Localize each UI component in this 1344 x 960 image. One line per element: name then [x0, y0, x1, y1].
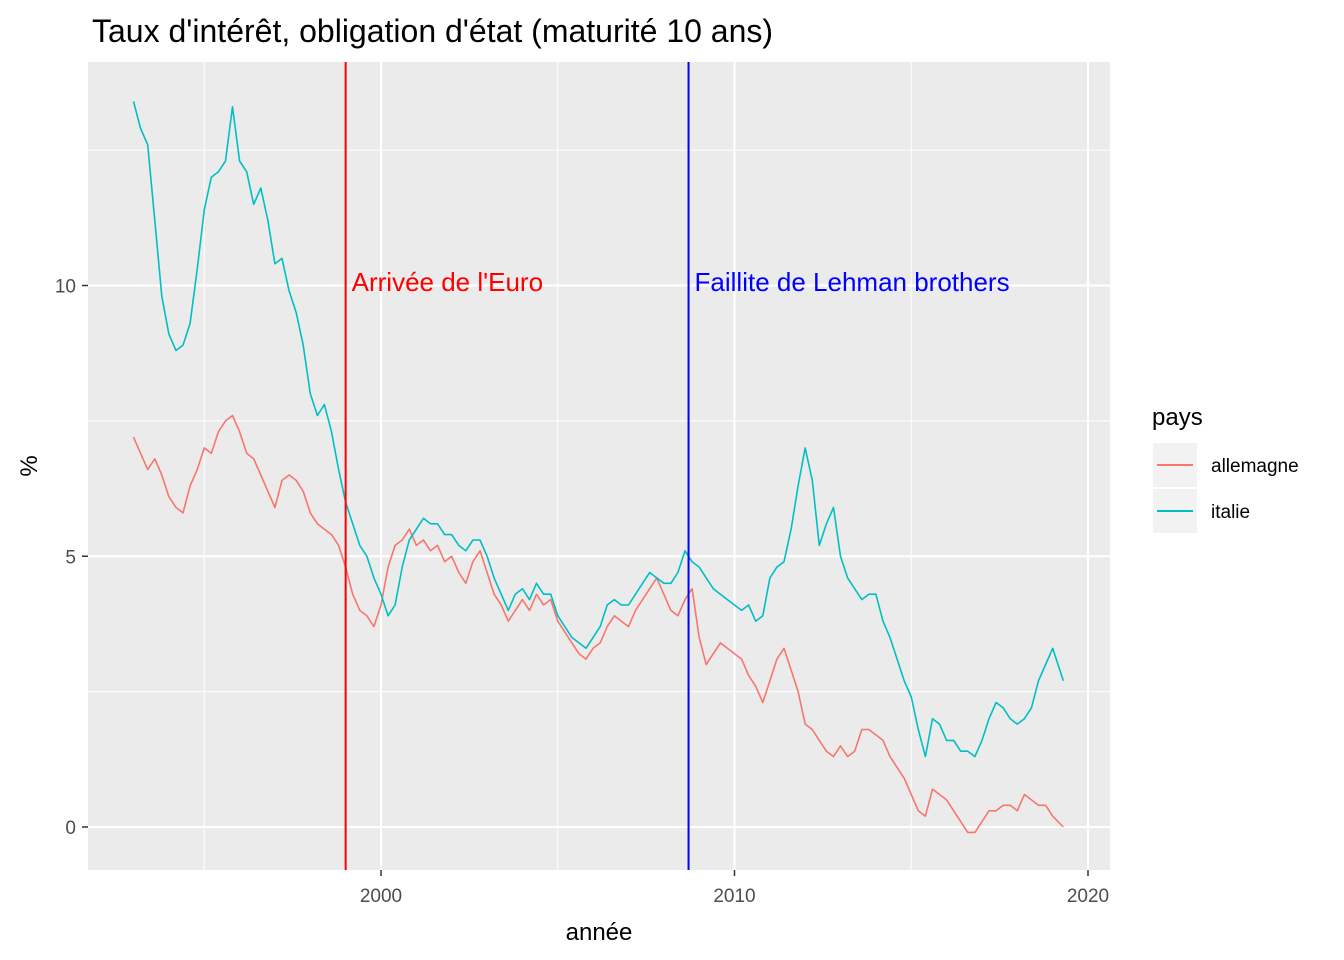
x-tick-label: 2010 — [713, 886, 755, 907]
y-tick-label: 10 — [55, 277, 76, 298]
x-tick-label: 2020 — [1067, 886, 1109, 907]
legend-items: allemagne italie — [1153, 443, 1299, 533]
y-tick-label: 5 — [65, 547, 76, 568]
plot-panel — [88, 62, 1110, 870]
vline-label-1: Arrivée de l'Euro — [352, 267, 543, 297]
y-axis-title: % — [16, 455, 43, 476]
x-tick-label: 2000 — [360, 886, 402, 907]
x-axis: 2000 2010 2020 — [360, 870, 1109, 907]
vline-label-2: Faillite de Lehman brothers — [695, 267, 1010, 297]
legend-label-allemagne: allemagne — [1211, 456, 1299, 477]
legend-label-italie: italie — [1211, 502, 1250, 523]
y-axis: 0 5 10 — [55, 277, 88, 839]
vline-group: Arrivée de l'Euro Faillite de Lehman brot… — [344, 62, 1010, 870]
y-tick-label: 0 — [65, 818, 76, 839]
series-group — [132, 101, 1065, 834]
legend-title: pays — [1152, 404, 1203, 431]
grid-minor — [88, 62, 1110, 870]
series-line-allemagne — [132, 414, 1064, 834]
legend: pays allemagne italie — [1152, 404, 1299, 533]
series-line-italie — [132, 101, 1065, 758]
grid-major — [88, 62, 1110, 870]
x-axis-title: année — [566, 919, 633, 946]
chart-title: Taux d'intérêt, obligation d'état (matur… — [92, 13, 773, 49]
